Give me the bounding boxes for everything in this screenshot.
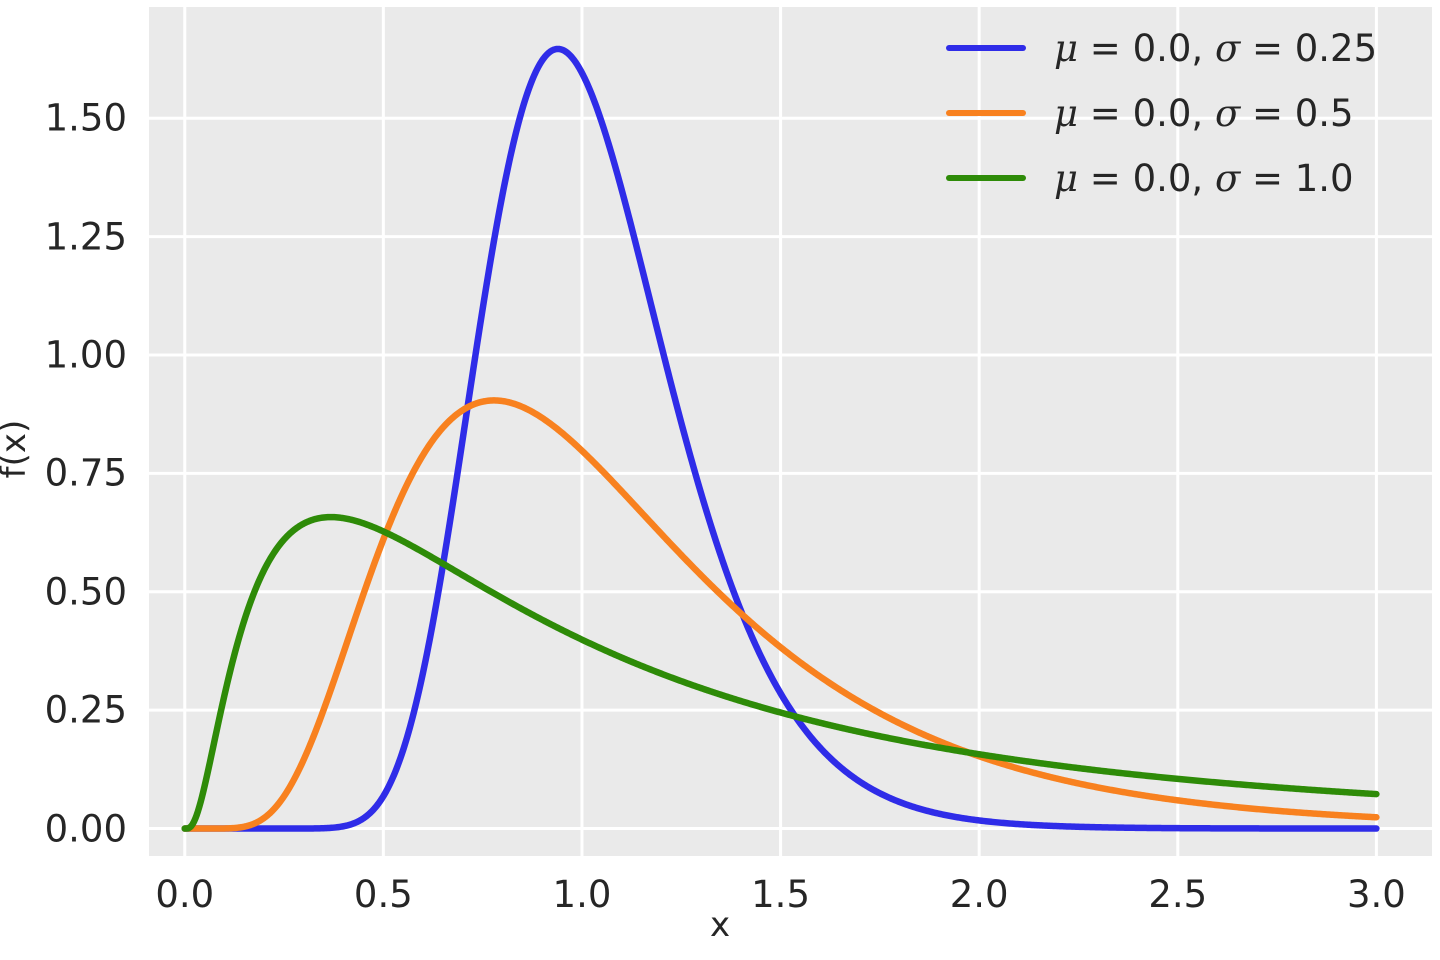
y-tick-label: 0.50 bbox=[44, 570, 127, 614]
grid-layer bbox=[149, 7, 1432, 856]
curves-layer bbox=[149, 7, 1432, 856]
legend-color-swatch bbox=[946, 175, 1026, 181]
chart-legend: μ = 0.0, σ = 0.25 μ = 0.0, σ = 0.5 μ = 0.0… bbox=[946, 26, 1378, 200]
y-tick-label: 0.00 bbox=[44, 807, 127, 851]
legend-label: μ = 0.0, σ = 1.0 bbox=[1054, 156, 1354, 200]
x-tick-label: 0.5 bbox=[353, 873, 413, 916]
x-tick-label: 3.0 bbox=[1346, 873, 1406, 916]
y-axis-label: f(x) bbox=[0, 419, 34, 479]
y-tick-label: 1.50 bbox=[44, 96, 127, 140]
legend-entry[interactable]: μ = 0.0, σ = 1.0 bbox=[946, 156, 1377, 200]
x-tick-label: 2.5 bbox=[1148, 873, 1208, 916]
x-tick-label: 1.0 bbox=[552, 873, 612, 916]
y-tick-label: 1.25 bbox=[44, 215, 127, 259]
legend-color-swatch bbox=[946, 110, 1026, 116]
legend-label: μ = 0.0, σ = 0.5 bbox=[1054, 91, 1354, 135]
legend-color-swatch bbox=[946, 45, 1026, 51]
series-line-2 bbox=[185, 517, 1377, 828]
legend-entry[interactable]: μ = 0.0, σ = 0.25 bbox=[946, 26, 1378, 70]
y-tick-label: 0.75 bbox=[44, 451, 127, 495]
x-axis-label: x bbox=[709, 905, 731, 945]
series-line-1 bbox=[185, 400, 1377, 828]
legend-entry[interactable]: μ = 0.0, σ = 0.5 bbox=[946, 91, 1377, 135]
y-tick-label: 1.00 bbox=[44, 333, 127, 377]
legend-label: μ = 0.0, σ = 0.25 bbox=[1054, 26, 1378, 70]
x-tick-label: 2.0 bbox=[949, 873, 1009, 916]
x-tick-label: 0.0 bbox=[155, 873, 215, 916]
x-tick-label: 1.5 bbox=[751, 873, 810, 916]
plot-area bbox=[149, 7, 1432, 856]
y-tick-label: 0.25 bbox=[44, 688, 127, 732]
series-line-0 bbox=[185, 49, 1377, 829]
